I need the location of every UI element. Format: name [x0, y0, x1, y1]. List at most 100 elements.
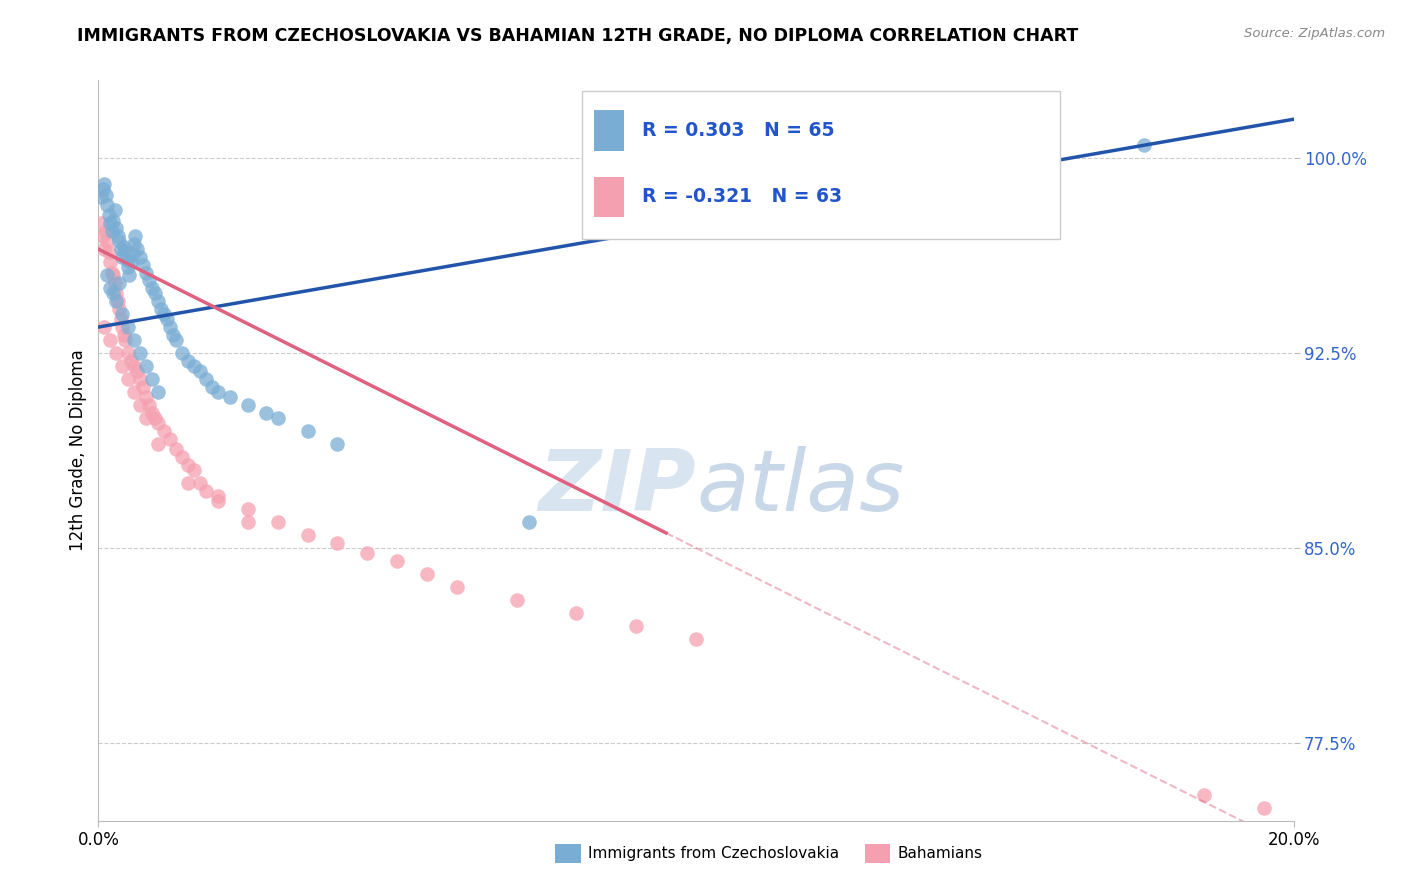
Point: [326, 535, 349, 549]
Point: [267, 411, 290, 425]
Point: [1192, 788, 1215, 802]
Point: [112, 327, 135, 342]
Point: [94, 224, 117, 238]
Text: R = -0.321   N = 63: R = -0.321 N = 63: [643, 187, 842, 206]
Point: [143, 411, 166, 425]
Point: [129, 346, 152, 360]
Point: [110, 312, 132, 326]
Point: [626, 619, 648, 633]
Point: [90, 190, 112, 204]
Point: [93, 177, 115, 191]
Point: [138, 398, 160, 412]
Point: [177, 458, 200, 472]
Point: [1253, 800, 1275, 814]
Point: [156, 312, 179, 326]
Point: [117, 372, 139, 386]
Point: [111, 307, 134, 321]
Point: [153, 307, 176, 321]
Point: [96, 198, 118, 212]
Point: [385, 554, 409, 568]
Point: [685, 632, 707, 646]
Point: [188, 364, 211, 378]
Point: [183, 463, 205, 477]
Text: Bahamians: Bahamians: [897, 847, 981, 861]
Point: [506, 592, 529, 607]
Point: [188, 475, 211, 490]
Point: [96, 235, 118, 249]
Bar: [595, 177, 624, 218]
Point: [103, 268, 125, 282]
Point: [124, 333, 146, 347]
Point: [100, 266, 122, 280]
Point: [98, 281, 122, 295]
Point: [124, 229, 146, 244]
Point: [124, 236, 146, 251]
Point: [98, 208, 121, 222]
Point: [236, 398, 259, 412]
Point: [93, 320, 115, 334]
Text: IMMIGRANTS FROM CZECHOSLOVAKIA VS BAHAMIAN 12TH GRADE, NO DIPLOMA CORRELATION CH: IMMIGRANTS FROM CZECHOSLOVAKIA VS BAHAMI…: [77, 27, 1078, 45]
Bar: [582, 91, 1060, 239]
Point: [96, 268, 118, 282]
Point: [111, 359, 134, 373]
Point: [98, 255, 122, 269]
Point: [132, 380, 155, 394]
Point: [195, 483, 218, 498]
Point: [103, 286, 125, 301]
Point: [110, 242, 132, 256]
Point: [100, 224, 122, 238]
Point: [124, 384, 146, 399]
Point: [143, 286, 166, 301]
Point: [326, 437, 349, 451]
Point: [104, 203, 127, 218]
Point: [141, 281, 163, 295]
Point: [105, 221, 128, 235]
Point: [108, 301, 131, 316]
Point: [129, 372, 152, 386]
Point: [107, 229, 129, 244]
Point: [129, 398, 152, 412]
Point: [148, 416, 170, 430]
Text: atlas: atlas: [696, 446, 904, 529]
Point: [91, 229, 114, 244]
Point: [141, 406, 163, 420]
Point: [115, 252, 138, 267]
Point: [114, 333, 136, 347]
Point: [105, 346, 128, 360]
Point: [183, 359, 205, 373]
Point: [172, 346, 194, 360]
Point: [112, 239, 135, 253]
Point: [135, 359, 157, 373]
Point: [98, 333, 122, 347]
Point: [165, 333, 187, 347]
Point: [111, 250, 134, 264]
Point: [141, 372, 163, 386]
Point: [150, 301, 173, 316]
Point: [107, 294, 129, 309]
Point: [416, 566, 439, 581]
Point: [162, 327, 184, 342]
Point: [108, 276, 131, 290]
Y-axis label: 12th Grade, No Diploma: 12th Grade, No Diploma: [69, 350, 87, 551]
Point: [117, 346, 139, 360]
Point: [159, 320, 181, 334]
Point: [90, 216, 112, 230]
Point: [105, 294, 128, 309]
Point: [297, 424, 319, 438]
Point: [1133, 138, 1156, 153]
Point: [297, 528, 319, 542]
Point: [94, 187, 117, 202]
Point: [565, 606, 588, 620]
Point: [165, 442, 187, 457]
Point: [138, 273, 160, 287]
Point: [105, 286, 128, 301]
Point: [159, 432, 181, 446]
Text: ZIP: ZIP: [538, 446, 696, 529]
Text: Source: ZipAtlas.com: Source: ZipAtlas.com: [1244, 27, 1385, 40]
Point: [177, 354, 200, 368]
Point: [207, 489, 229, 503]
Point: [236, 515, 259, 529]
Point: [267, 515, 290, 529]
Point: [153, 424, 176, 438]
Point: [93, 242, 115, 256]
